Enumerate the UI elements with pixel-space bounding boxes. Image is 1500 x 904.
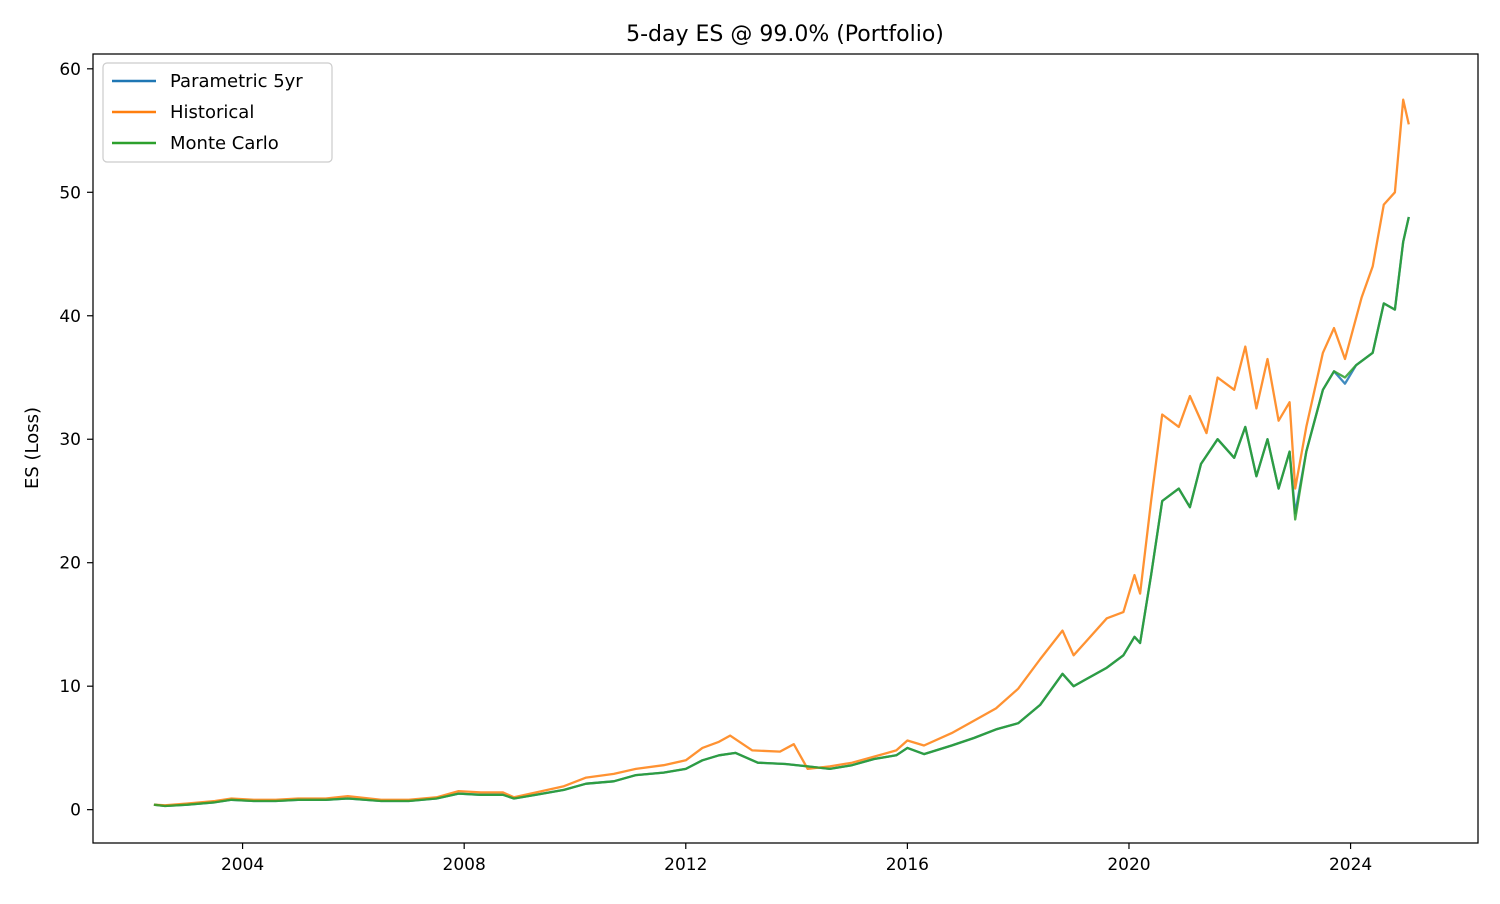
y-tick-label: 40: [59, 307, 81, 327]
series-line-monte-carlo: [153, 216, 1410, 808]
chart-title: 5-day ES @ 99.0% (Portfolio): [626, 22, 944, 47]
series-line-historical: [153, 98, 1410, 807]
y-tick-label: 60: [59, 60, 81, 80]
y-tick-label: 0: [70, 801, 81, 821]
y-tick-label: 50: [59, 183, 81, 203]
y-tick-label: 10: [59, 677, 81, 697]
plot-frame: [92, 53, 1479, 844]
legend-label-monte-carlo: Monte Carlo: [170, 133, 279, 154]
y-axis-label: ES (Loss): [22, 407, 43, 489]
y-tick-label: 30: [59, 430, 81, 450]
x-tick-label: 2008: [443, 855, 486, 875]
x-tick-label: 2004: [221, 855, 264, 875]
x-tick-label: 2020: [1107, 855, 1150, 875]
tick-layer: 2004 2008 2012 2016 2020 2024 0 10 20 30 40 50 60: [59, 60, 1372, 875]
series-layer: [153, 98, 1410, 808]
x-tick-label: 2024: [1329, 855, 1372, 875]
x-tick-label: 2012: [664, 855, 707, 875]
y-tick-label: 20: [59, 554, 81, 574]
x-tick-label: 2016: [886, 855, 929, 875]
legend-label-parametric-5yr: Parametric 5yr: [170, 71, 303, 92]
legend-box: [102, 62, 333, 163]
legend-label-historical: Historical: [170, 102, 254, 123]
legend: Parametric 5yr Historical Monte Carlo: [102, 62, 333, 163]
